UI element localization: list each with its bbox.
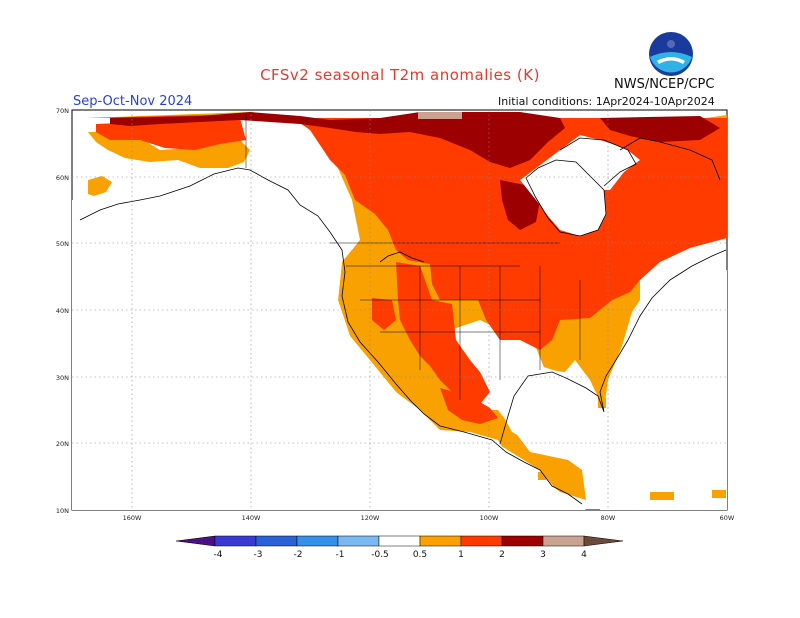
legend-tick-label: 0.5 <box>413 550 427 560</box>
alaska-1-2-region <box>96 118 246 150</box>
southwest-inner-region <box>372 298 396 330</box>
lat-label-60n: 60N <box>56 174 69 182</box>
hudson-bay-water <box>520 160 606 236</box>
legend-tick-label: 2 <box>499 550 505 560</box>
legend-tick-label: 4 <box>581 550 587 560</box>
atlantic-ocean <box>600 270 727 510</box>
pacific-ocean <box>72 176 586 510</box>
legend-tick-label: 1 <box>458 550 464 560</box>
south-america-patch-2 <box>712 490 726 498</box>
agency-label: NWS/NCEP/CPC <box>614 77 715 92</box>
forecast-period: Sep-Oct-Nov 2024 <box>73 94 193 109</box>
lat-label-50n: 50N <box>56 240 69 248</box>
legend-swatch-gt-p4 <box>583 535 624 547</box>
lon-label-60w: 60W <box>720 514 735 522</box>
anomaly-3-4-patch <box>418 112 462 119</box>
anomaly-2-3-region <box>110 112 565 168</box>
gulf-of-mexico <box>498 366 604 442</box>
political-borders <box>245 114 581 400</box>
legend-swatch-p2-p3 <box>501 535 544 547</box>
legend-swatch-m4-m3 <box>214 535 257 547</box>
anomaly-fields <box>72 112 727 510</box>
gridlines <box>72 110 727 510</box>
legend-tick-label: -2 <box>294 550 303 560</box>
lat-label-40n: 40N <box>56 307 69 315</box>
legend-tick-label: -0.5 <box>371 550 389 560</box>
lat-label-10n: 10N <box>56 507 69 515</box>
latitude-labels: 70N 60N 50N 40N 30N 20N 10N <box>56 107 69 515</box>
legend-swatch-m1-m05 <box>337 535 380 547</box>
legend-swatch-p3-p4 <box>542 535 585 547</box>
legend-swatch-p05-p1 <box>419 535 462 547</box>
legend-tick-label: 3 <box>540 550 546 560</box>
central-america-patch-2 <box>550 458 558 466</box>
lon-label-120w: 120W <box>361 514 380 522</box>
legend-tick-label: -1 <box>336 550 345 560</box>
alaska-southwest-region <box>88 176 112 196</box>
alaska-05-1-region <box>88 132 250 168</box>
lat-label-30n: 30N <box>56 374 69 382</box>
lon-label-80w: 80W <box>601 514 616 522</box>
legend-swatch-neutral <box>378 535 421 547</box>
lat-label-20n: 20N <box>56 440 69 448</box>
mexico-1-2-region <box>440 388 498 424</box>
southwest-1-2-region <box>396 262 490 404</box>
legend-tick-label: -3 <box>254 550 263 560</box>
legend-swatch-m2-m1 <box>296 535 339 547</box>
arctic-water <box>527 135 640 190</box>
legend-tick-label: -4 <box>214 550 223 560</box>
noaa-logo-icon <box>649 32 693 76</box>
color-legend <box>175 535 624 547</box>
lon-label-160w: 160W <box>123 514 142 522</box>
initial-conditions: Initial conditions: 1Apr2024-10Apr2024 <box>498 95 715 108</box>
lon-label-100w: 100W <box>480 514 499 522</box>
coastlines <box>79 137 727 505</box>
lon-label-140w: 140W <box>242 514 261 522</box>
chart-title: CFSv2 seasonal T2m anomalies (K) <box>260 66 540 84</box>
lat-label-70n: 70N <box>56 107 69 115</box>
longitude-labels: 160W 140W 120W 100W 80W 60W <box>123 514 735 522</box>
legend-swatch-lt-m4 <box>175 535 216 547</box>
legend-swatch-m3-m2 <box>255 535 298 547</box>
legend-swatch-p1-p2 <box>460 535 503 547</box>
central-america-patch <box>538 472 546 480</box>
arctic-2-3-region <box>600 116 720 142</box>
legend-tick-labels: -4 -3 -2 -1 -0.5 0.5 1 2 3 4 <box>214 550 588 560</box>
south-america-patch <box>650 492 674 500</box>
